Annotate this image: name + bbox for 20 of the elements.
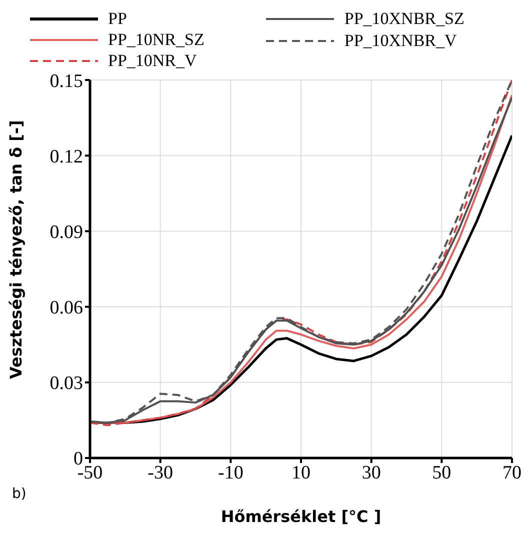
legend-label: PP_10NR_SZ [108, 30, 204, 50]
text: b) [12, 486, 26, 502]
x-tick-label: -10 [218, 462, 244, 484]
y-axis-title: Veszteségi tényező, tan δ [-] [6, 120, 26, 379]
x-tick-label: -30 [148, 462, 173, 484]
x-axis-title: Hőmérséklet [°C ] [220, 507, 382, 526]
legend-label: PP_10XNBR_V [344, 31, 457, 51]
y-tick-label: 0.06 [50, 298, 83, 319]
x-tick-label: 70 [502, 462, 522, 484]
y-tick-label: 0.03 [50, 373, 83, 394]
y-tick-label: 0.15 [50, 70, 83, 92]
y-tick-label: 0 [74, 448, 83, 470]
x-tick-label: 50 [432, 462, 452, 484]
x-tick-label: 10 [292, 462, 310, 484]
legend-label: PP_10XNBR_SZ [344, 9, 464, 29]
x-tick-label: 30 [362, 462, 381, 484]
y-tick-label: 0.12 [50, 146, 83, 168]
legend-label: PP_10NR_V [108, 51, 197, 72]
legend-label: PP [108, 8, 127, 29]
y-tick-label: 0.09 [50, 222, 83, 243]
